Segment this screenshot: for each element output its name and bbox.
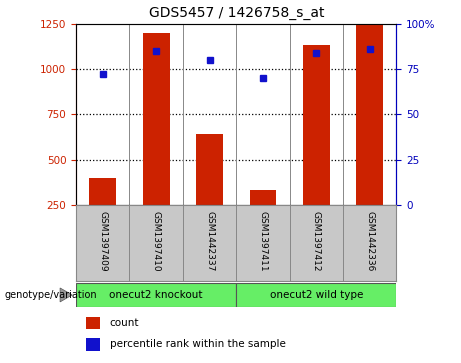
- Text: GSM1397409: GSM1397409: [98, 211, 107, 272]
- Bar: [236, 283, 396, 307]
- Bar: [303, 45, 330, 205]
- Text: onecut2 knockout: onecut2 knockout: [109, 290, 203, 300]
- Text: GSM1442337: GSM1442337: [205, 211, 214, 272]
- Polygon shape: [60, 288, 72, 302]
- Text: genotype/variation: genotype/variation: [5, 290, 97, 300]
- Text: count: count: [110, 318, 139, 328]
- Bar: [76, 283, 236, 307]
- Text: GSM1397411: GSM1397411: [259, 211, 267, 272]
- Bar: [86, 338, 100, 351]
- Text: percentile rank within the sample: percentile rank within the sample: [110, 339, 285, 350]
- Bar: [356, 25, 383, 205]
- Bar: [86, 317, 100, 329]
- Text: GSM1397412: GSM1397412: [312, 211, 321, 272]
- Bar: [196, 134, 223, 205]
- Text: GSM1397410: GSM1397410: [152, 211, 161, 272]
- Text: GSM1442336: GSM1442336: [365, 211, 374, 272]
- Bar: [143, 33, 170, 205]
- Bar: [249, 189, 276, 205]
- Bar: [89, 178, 116, 205]
- Title: GDS5457 / 1426758_s_at: GDS5457 / 1426758_s_at: [148, 6, 324, 20]
- Text: onecut2 wild type: onecut2 wild type: [270, 290, 363, 300]
